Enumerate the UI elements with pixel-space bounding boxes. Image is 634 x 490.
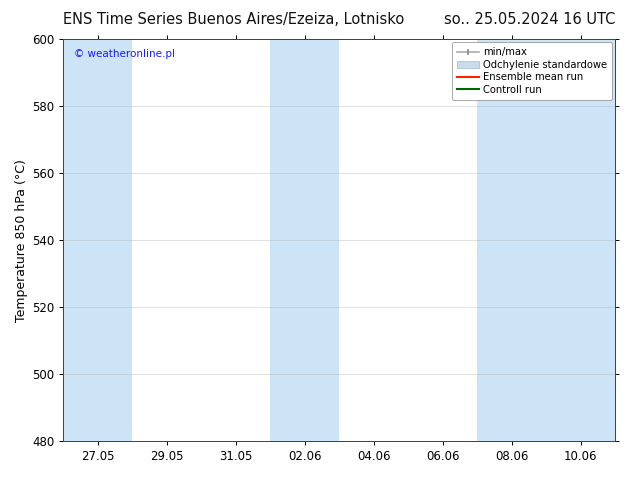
Bar (546, 39, 615, 441)
Bar (270, 39, 339, 441)
Y-axis label: Temperature 850 hPa (°C): Temperature 850 hPa (°C) (15, 159, 28, 321)
Legend: min/max, Odchylenie standardowe, Ensemble mean run, Controll run: min/max, Odchylenie standardowe, Ensembl… (452, 42, 612, 99)
Bar (63, 39, 133, 441)
Text: ENS Time Series Buenos Aires/Ezeiza, Lotnisko: ENS Time Series Buenos Aires/Ezeiza, Lot… (63, 12, 404, 27)
Text: so.. 25.05.2024 16 UTC: so.. 25.05.2024 16 UTC (444, 12, 615, 27)
Bar (477, 39, 546, 441)
Text: © weatheronline.pl: © weatheronline.pl (74, 49, 176, 59)
